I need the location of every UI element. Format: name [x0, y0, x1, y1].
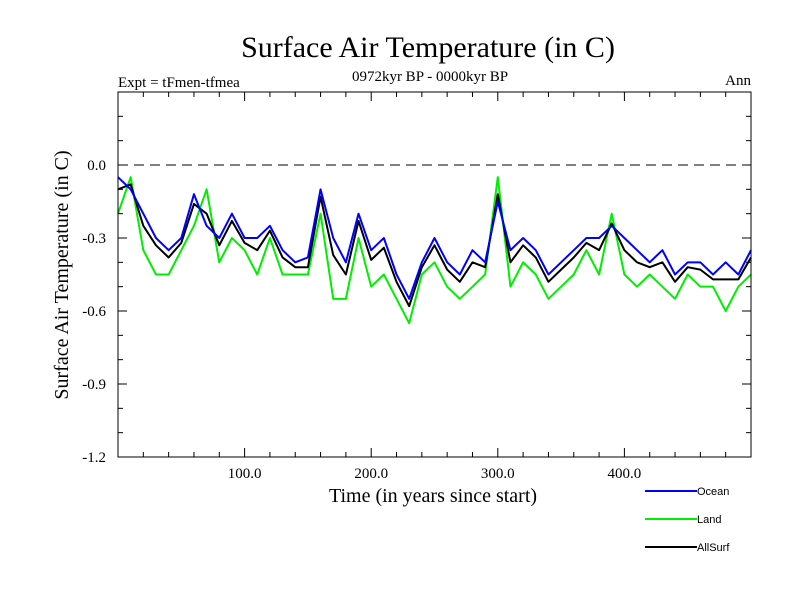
y-tick-label: 0.0 [87, 158, 106, 174]
x-tick-label: 200.0 [354, 466, 388, 482]
series-line-allsurf [117, 183, 752, 308]
legend-label-ocean: Ocean [697, 486, 729, 498]
y-tick-label: -1.2 [82, 450, 106, 466]
axis-ticks-group: 100.0 200.0 300.0 400.0 0.0 -0.3 -0.6 -0.9 -1.2 [82, 92, 751, 482]
x-tick-label: 300.0 [481, 466, 515, 482]
y-tick-label: -0.6 [82, 304, 106, 320]
y-axis-label: Surface Air Temperature (in C) [51, 150, 73, 399]
y-tick-label: -0.9 [82, 377, 106, 393]
legend-label-land: Land [697, 514, 721, 526]
x-tick-label: 400.0 [608, 466, 642, 482]
series-line-ocean [117, 176, 752, 300]
series-line-land [117, 176, 752, 325]
plot-frame [117, 91, 752, 458]
y-tick-label: -0.3 [82, 231, 106, 247]
legend-label-allsurf: AllSurf [697, 542, 730, 554]
experiment-label: Expt = tFmen-tfmea [118, 75, 240, 91]
chart-title: Surface Air Temperature (in C) [241, 31, 615, 64]
plot-series-group [117, 176, 752, 325]
period-label: 0972kyr BP - 0000kyr BP [352, 69, 508, 85]
season-label: Ann [725, 73, 751, 89]
x-tick-label: 100.0 [228, 466, 262, 482]
legend: Ocean Land AllSurf [645, 486, 730, 554]
x-axis-label: Time (in years since start) [329, 485, 537, 507]
